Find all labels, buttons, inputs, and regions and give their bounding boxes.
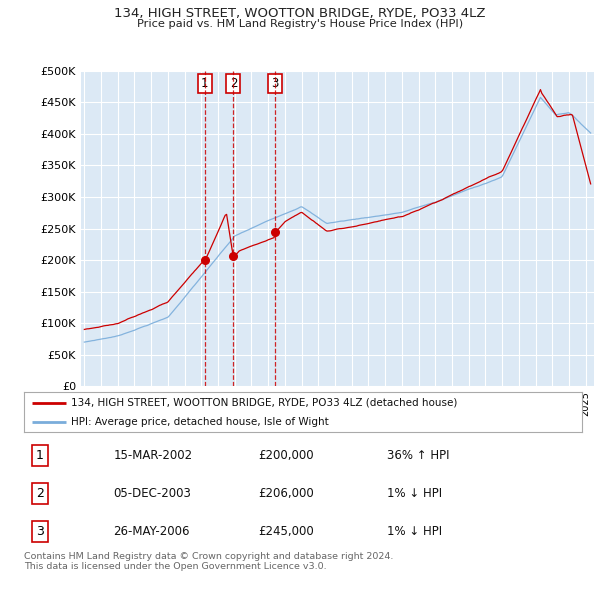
Text: 26-MAY-2006: 26-MAY-2006 <box>113 525 190 539</box>
Text: HPI: Average price, detached house, Isle of Wight: HPI: Average price, detached house, Isle… <box>71 417 329 427</box>
Text: Contains HM Land Registry data © Crown copyright and database right 2024.
This d: Contains HM Land Registry data © Crown c… <box>24 552 394 571</box>
Text: 3: 3 <box>271 77 278 90</box>
Text: 1% ↓ HPI: 1% ↓ HPI <box>387 487 442 500</box>
Text: 1: 1 <box>35 448 44 462</box>
Text: £206,000: £206,000 <box>259 487 314 500</box>
Text: 1% ↓ HPI: 1% ↓ HPI <box>387 525 442 539</box>
Text: 2: 2 <box>35 487 44 500</box>
Text: 2: 2 <box>230 77 237 90</box>
Text: 1: 1 <box>201 77 209 90</box>
Text: 36% ↑ HPI: 36% ↑ HPI <box>387 448 449 462</box>
Text: £200,000: £200,000 <box>259 448 314 462</box>
Text: Price paid vs. HM Land Registry's House Price Index (HPI): Price paid vs. HM Land Registry's House … <box>137 19 463 29</box>
Text: 3: 3 <box>35 525 44 539</box>
Text: £245,000: £245,000 <box>259 525 314 539</box>
Text: 134, HIGH STREET, WOOTTON BRIDGE, RYDE, PO33 4LZ (detached house): 134, HIGH STREET, WOOTTON BRIDGE, RYDE, … <box>71 398 458 408</box>
Text: 05-DEC-2003: 05-DEC-2003 <box>113 487 191 500</box>
Text: 15-MAR-2002: 15-MAR-2002 <box>113 448 193 462</box>
Text: 134, HIGH STREET, WOOTTON BRIDGE, RYDE, PO33 4LZ: 134, HIGH STREET, WOOTTON BRIDGE, RYDE, … <box>114 7 486 20</box>
